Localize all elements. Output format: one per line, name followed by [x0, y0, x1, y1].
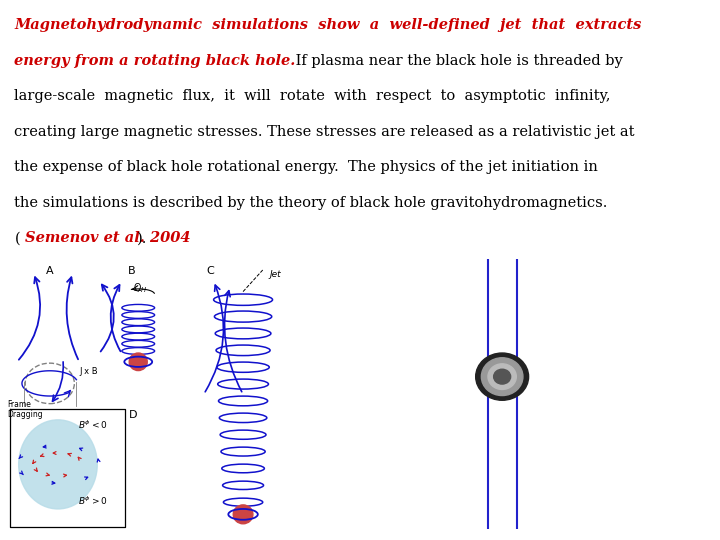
Ellipse shape [482, 357, 523, 395]
Text: D: D [128, 410, 137, 421]
Ellipse shape [494, 369, 510, 384]
Text: $\Omega_H$: $\Omega_H$ [133, 281, 148, 295]
Text: Jet: Jet [269, 270, 281, 279]
Text: Magnetohydrodynamic  simulations  show  a  well-defined  jet  that  extracts: Magnetohydrodynamic simulations show a w… [14, 18, 642, 32]
Text: creating large magnetic stresses. These stresses are released as a relativistic : creating large magnetic stresses. These … [14, 125, 635, 139]
Ellipse shape [129, 353, 148, 370]
Text: the simulations is described by the theory of black hole gravitohydromagnetics.: the simulations is described by the theo… [14, 196, 608, 210]
Text: (: ( [14, 232, 20, 245]
Text: Semenov et al. 2004: Semenov et al. 2004 [25, 232, 191, 245]
Text: $B^\phi > 0$: $B^\phi > 0$ [78, 495, 107, 507]
Text: B: B [128, 266, 135, 276]
Text: If plasma near the black hole is threaded by: If plasma near the black hole is threade… [291, 53, 623, 68]
Text: the expense of black hole rotational energy.  The physics of the jet initiation : the expense of black hole rotational ene… [14, 160, 598, 174]
Ellipse shape [233, 505, 253, 524]
Ellipse shape [488, 364, 516, 389]
Text: energy from a rotating black hole.: energy from a rotating black hole. [14, 53, 296, 68]
Text: $B^\phi < 0$: $B^\phi < 0$ [78, 419, 107, 431]
Text: A: A [46, 266, 53, 276]
Ellipse shape [19, 420, 97, 509]
Text: Frame
Dragging: Frame Dragging [7, 400, 42, 419]
Text: C: C [207, 266, 214, 276]
Text: J x B: J x B [79, 367, 98, 376]
Text: ).: ). [138, 232, 148, 245]
Ellipse shape [476, 353, 528, 400]
Text: large-scale  magnetic  flux,  it  will  rotate  with  respect  to  asymptotic  i: large-scale magnetic flux, it will rotat… [14, 89, 611, 103]
